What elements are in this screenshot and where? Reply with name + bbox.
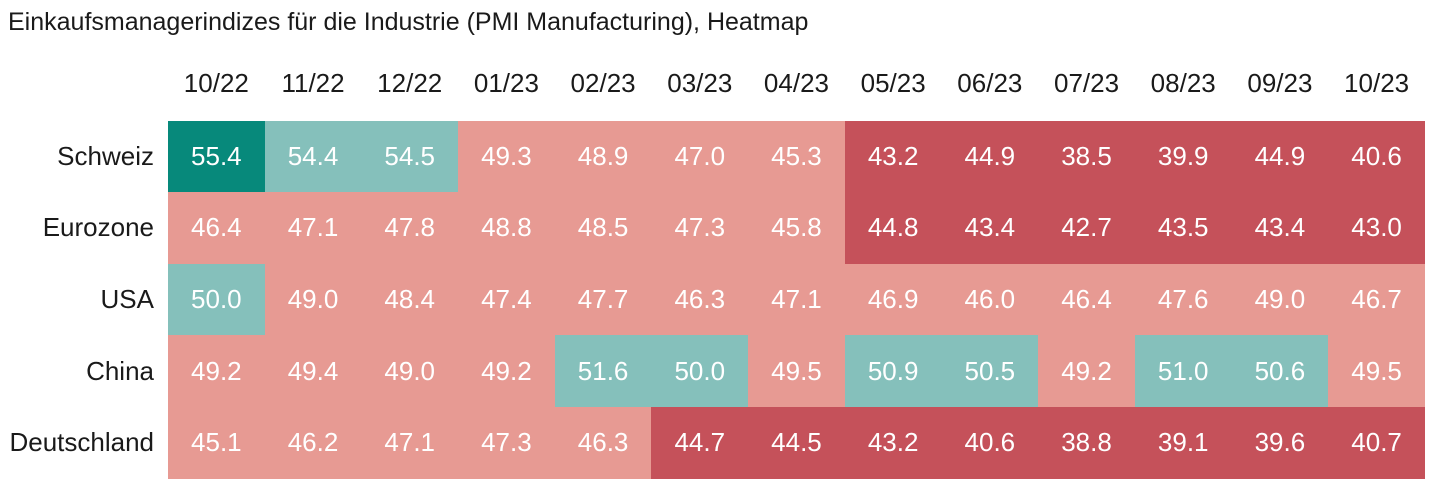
heatmap-cell-r2-c12: 46.7: [1328, 263, 1425, 336]
heatmap-cell-r3-c6: 49.5: [748, 335, 845, 407]
column-header-0: 10/22: [183, 68, 249, 98]
heatmap-cell-r4-c2: 47.1: [361, 406, 459, 479]
heatmap-cell-r3-c7: 50.9: [844, 335, 942, 407]
heatmap-cell-r4-c12: 40.7: [1328, 406, 1425, 479]
heatmap-cell-r1-c2: 47.8: [361, 192, 459, 264]
column-header-11: 09/23: [1247, 68, 1313, 98]
column-header-7: 05/23: [860, 68, 926, 98]
heatmap-cell-r4-c11: 39.6: [1231, 406, 1329, 479]
heatmap-cell-r3-c10: 51.0: [1134, 335, 1232, 407]
column-header-4: 02/23: [570, 68, 636, 98]
heatmap-cell-r1-c9: 42.7: [1038, 192, 1135, 264]
heatmap-cell-r2-c1: 49.0: [264, 263, 362, 336]
heatmap-cell-r0-c8: 44.9: [941, 120, 1039, 193]
heatmap-cell-r4-c6: 44.5: [748, 406, 845, 479]
heatmap-cell-r0-c4: 48.9: [554, 120, 652, 193]
corner-spacer: [0, 49, 168, 118]
heatmap-cell-r2-c2: 48.4: [361, 263, 459, 336]
heatmap-cell-r0-c5: 47.0: [651, 120, 749, 193]
row-label-china: China: [86, 355, 154, 386]
chart-title: Einkaufsmanagerindizes für die Industrie…: [8, 8, 809, 36]
heatmap-cell-r2-c6: 47.1: [748, 263, 845, 336]
heatmap-cell-r3-c8: 50.5: [941, 335, 1039, 407]
heatmap-cell-r1-c3: 48.8: [458, 192, 555, 264]
row-label-schweiz: Schweiz: [57, 140, 154, 171]
row-label-usa: USA: [100, 284, 154, 315]
heatmap-cell-r4-c0: 45.1: [168, 406, 265, 479]
heatmap-cell-r0-c10: 39.9: [1134, 120, 1232, 193]
heatmap-cell-r1-c10: 43.5: [1134, 192, 1232, 264]
heatmap-cell-r0-c7: 43.2: [844, 120, 942, 193]
heatmap-cell-r4-c1: 46.2: [264, 406, 362, 479]
column-header-2: 12/22: [377, 68, 443, 98]
heatmap-cell-r2-c8: 46.0: [941, 263, 1039, 336]
heatmap-cell-r4-c9: 38.8: [1038, 406, 1135, 479]
heatmap-cell-r0-c11: 44.9: [1231, 120, 1329, 193]
heatmap-cell-r0-c0: 55.4: [168, 120, 265, 193]
heatmap-cell-r2-c10: 47.6: [1134, 263, 1232, 336]
heatmap-cell-r2-c3: 47.4: [458, 263, 555, 336]
heatmap-cell-r2-c4: 47.7: [554, 263, 652, 336]
heatmap-cell-r3-c9: 49.2: [1038, 335, 1135, 407]
heatmap-cell-r0-c9: 38.5: [1038, 120, 1135, 193]
column-header-5: 03/23: [667, 68, 733, 98]
heatmap-cell-r3-c3: 49.2: [458, 335, 555, 407]
heatmap-cell-r0-c12: 40.6: [1328, 120, 1425, 193]
heatmap-cell-r4-c4: 46.3: [554, 406, 652, 479]
heatmap-cell-r0-c3: 49.3: [458, 120, 555, 193]
heatmap-cell-r1-c7: 44.8: [844, 192, 942, 264]
heatmap-cell-r3-c1: 49.4: [264, 335, 362, 407]
heatmap-cell-r2-c0: 50.0: [168, 263, 265, 336]
heatmap-cell-r4-c10: 39.1: [1134, 406, 1232, 479]
column-header-12: 10/23: [1344, 68, 1410, 98]
heatmap-cell-r1-c1: 47.1: [264, 192, 362, 264]
heatmap-cell-r3-c5: 50.0: [651, 335, 749, 407]
heatmap-cell-r1-c11: 43.4: [1231, 192, 1329, 264]
column-header-6: 04/23: [763, 68, 829, 98]
row-label-eurozone: Eurozone: [42, 212, 154, 243]
heatmap-cell-r3-c4: 51.6: [554, 335, 652, 407]
heatmap-cell-r4-c8: 40.6: [941, 406, 1039, 479]
heatmap-cell-r1-c5: 47.3: [651, 192, 749, 264]
heatmap-cell-r4-c7: 43.2: [844, 406, 942, 479]
heatmap-cell-r0-c2: 54.5: [361, 120, 459, 193]
heatmap-cell-r2-c5: 46.3: [651, 263, 749, 336]
heatmap-cell-r4-c5: 44.7: [651, 406, 749, 479]
column-header-10: 08/23: [1150, 68, 1216, 98]
heatmap-cell-r3-c0: 49.2: [168, 335, 265, 407]
heatmap-cell-r3-c2: 49.0: [361, 335, 459, 407]
heatmap-cell-r2-c11: 49.0: [1231, 263, 1329, 336]
row-label-deutschland: Deutschland: [9, 427, 154, 458]
heatmap-cell-r0-c6: 45.3: [748, 120, 845, 193]
heatmap-cell-r1-c6: 45.8: [748, 192, 845, 264]
heatmap-cell-r1-c0: 46.4: [168, 192, 265, 264]
column-header-1: 11/22: [281, 68, 345, 98]
heatmap-cell-r1-c8: 43.4: [941, 192, 1039, 264]
column-header-3: 01/23: [473, 68, 539, 98]
heatmap-cell-r0-c1: 54.4: [264, 120, 362, 193]
heatmap-cell-r2-c7: 46.9: [844, 263, 942, 336]
column-header-9: 07/23: [1053, 68, 1120, 98]
heatmap-cell-r3-c11: 50.6: [1231, 335, 1329, 407]
heatmap-cell-r1-c12: 43.0: [1328, 192, 1425, 264]
heatmap-cell-r2-c9: 46.4: [1038, 263, 1135, 336]
heatmap-cell-r1-c4: 48.5: [554, 192, 652, 264]
heatmap-cell-r3-c12: 49.5: [1328, 335, 1425, 407]
heatmap-cell-r4-c3: 47.3: [458, 406, 555, 479]
heatmap-grid: 10/22 11/22 12/22 01/23 02/23 03/23 04/23 05/23…: [0, 49, 1425, 479]
column-header-8: 06/23: [957, 68, 1023, 98]
